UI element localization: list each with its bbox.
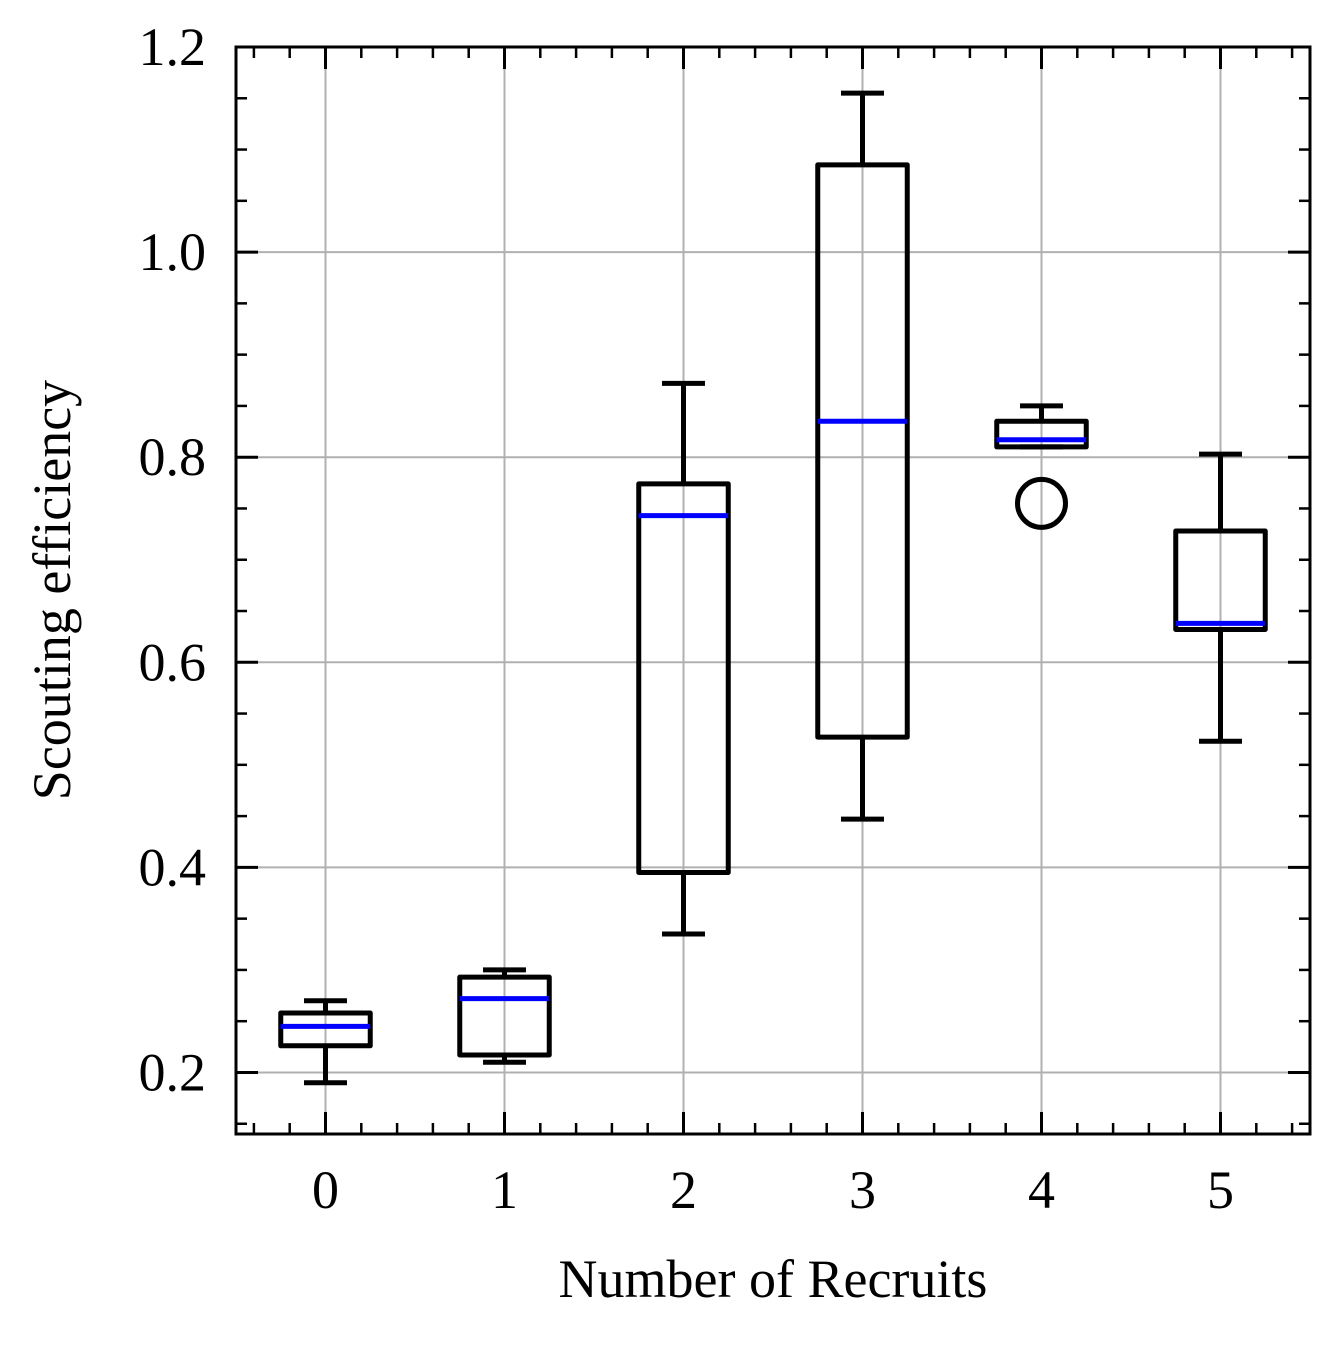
y-axis-label: Scouting efficiency (22, 380, 82, 800)
x-axis-label: Number of Recruits (559, 1249, 988, 1309)
plot-frame (234, 45, 1312, 1136)
x-tick-label: 0 (312, 1160, 339, 1220)
x-tick-label: 1 (491, 1160, 518, 1220)
y-tick-label: 0.2 (139, 1042, 207, 1102)
box-group-4 (994, 403, 1089, 530)
ticks-layer (236, 45, 1310, 1134)
iqr-box (815, 162, 910, 740)
box-group-3 (815, 90, 910, 822)
x-tick-label: 3 (849, 1160, 876, 1220)
tick-labels-layer: 0 1 2 3 4 5 0.2 0.4 0.6 0.8 1.0 1.2 (139, 17, 1235, 1220)
outlier-point (1015, 476, 1068, 530)
iqr-box (457, 974, 552, 1058)
grid-layer (236, 46, 1310, 1134)
iqr-box (994, 418, 1089, 450)
x-tick-label: 2 (670, 1160, 697, 1220)
box-group-5 (1173, 451, 1268, 744)
boxes-layer (278, 90, 1268, 1086)
iqr-box (1173, 528, 1268, 632)
box-group-2 (636, 380, 731, 937)
box-group-1 (457, 967, 552, 1065)
iqr-box (278, 1010, 373, 1049)
x-tick-label: 5 (1207, 1160, 1234, 1220)
y-tick-label: 1.2 (139, 17, 207, 77)
box-group-0 (278, 998, 373, 1086)
y-tick-label: 0.6 (139, 632, 207, 692)
y-tick-label: 0.4 (139, 837, 207, 897)
y-tick-label: 1.0 (139, 222, 207, 282)
x-tick-label: 4 (1028, 1160, 1055, 1220)
iqr-box (636, 481, 731, 876)
y-tick-label: 0.8 (139, 427, 207, 487)
